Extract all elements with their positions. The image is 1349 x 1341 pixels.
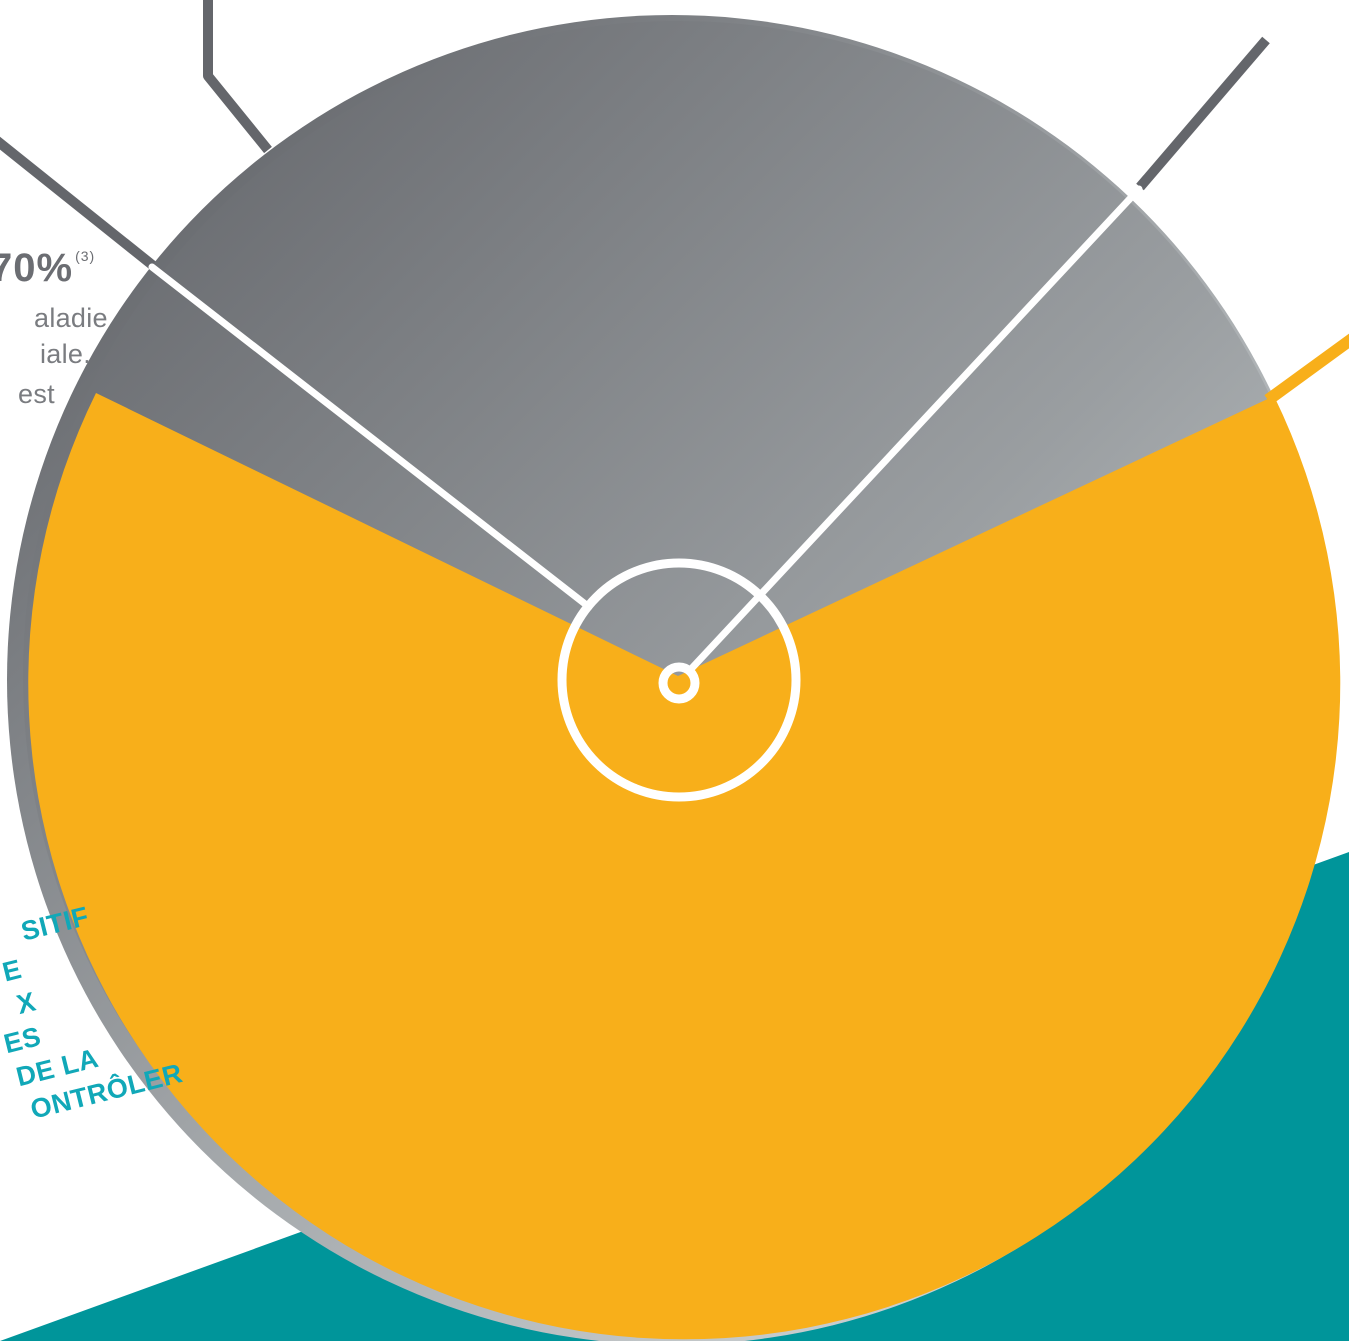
stat-line-1: aladie <box>34 303 108 333</box>
connector-line-top <box>203 0 272 154</box>
stat-footnote: (3) <box>75 248 96 264</box>
hand-icon <box>148 185 1143 672</box>
stat-line-2: iale. <box>40 339 92 369</box>
connector-line-right <box>1136 36 1270 191</box>
connector-line-orange <box>1264 333 1349 405</box>
hand-right <box>688 185 1143 672</box>
dial-orange-sector <box>28 393 1341 1340</box>
dial-icon <box>7 15 1341 1341</box>
stat-line-3: est <box>18 379 55 409</box>
center-ring <box>557 558 801 802</box>
stat-percent: 70% (3) <box>0 246 96 290</box>
connector-line-left <box>0 136 160 272</box>
center-ring-icon <box>557 558 801 802</box>
hand-left <box>148 263 593 611</box>
center-hub <box>658 662 700 704</box>
